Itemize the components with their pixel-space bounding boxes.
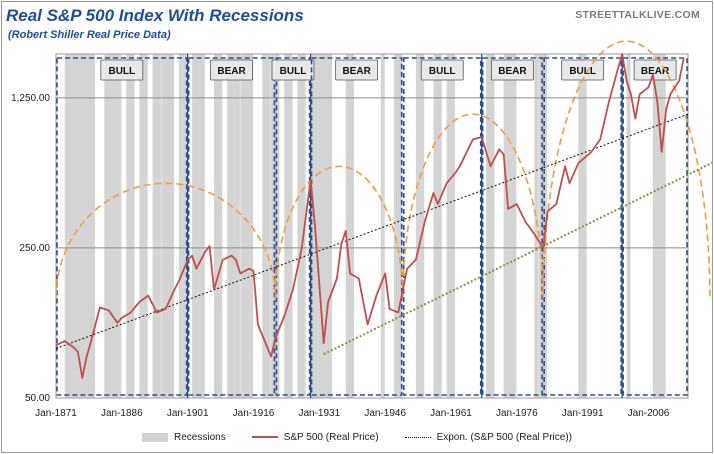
phase-box-1	[187, 57, 276, 396]
phase-box-2	[275, 57, 311, 396]
lower-trend-line	[323, 161, 712, 356]
recession-band-28	[652, 54, 666, 398]
price-swatch	[251, 436, 278, 438]
trend-swatch	[404, 436, 431, 438]
phase-box-3	[310, 57, 403, 396]
recession-band-14	[297, 54, 306, 398]
recession-band-6	[178, 54, 188, 398]
x-tick-label-1: Jan-1886	[101, 408, 143, 419]
legend-label-recessions: Recessions	[174, 431, 226, 443]
recession-band-13	[284, 54, 293, 398]
phase-box-4	[402, 57, 482, 396]
x-tick-label-0: Jan-1871	[35, 408, 77, 419]
legend-item-recessions: Recessions	[142, 432, 226, 443]
sp500-price-line	[55, 53, 685, 379]
legend: Recessions S&P 500 (Real Price) Expon. (…	[142, 430, 598, 444]
x-tick-label-8: Jan-1991	[562, 408, 604, 419]
recession-band-20	[433, 54, 442, 398]
recession-band-21	[446, 54, 455, 398]
recession-band-27	[626, 54, 631, 398]
x-tick-label-9: Jan-2006	[628, 408, 670, 419]
chart-title: Real S&P 500 Index With Recessions	[6, 6, 304, 25]
phase-label-box-1	[210, 59, 253, 81]
phase-box-6	[543, 57, 622, 396]
recession-band-24	[534, 54, 539, 398]
recession-band-17	[380, 54, 385, 398]
x-tick-label-7: Jan-1976	[496, 408, 538, 419]
legend-label-price: S&P 500 (Real Price)	[283, 431, 379, 443]
legend-item-price: S&P 500 (Real Price)	[251, 431, 379, 443]
legend-item-trend: Expon. (S&P 500 (Real Price))	[404, 431, 572, 443]
legend-label-trend: Expon. (S&P 500 (Real Price))	[436, 431, 572, 443]
exponential-trend-line	[55, 113, 689, 349]
recession-band-1	[104, 54, 122, 398]
x-tick-label-5: Jan-1946	[364, 408, 406, 419]
chart-subtitle: (Robert Shiller Real Price Data)	[8, 29, 171, 41]
phase-label-4: BULL	[429, 66, 456, 77]
phase-label-box-7	[633, 59, 677, 81]
cycle-arc-0	[56, 182, 277, 299]
recession-band-16	[345, 54, 355, 398]
phase-label-3: BEAR	[342, 66, 371, 77]
phase-box-5	[481, 57, 543, 396]
recession-swatch	[142, 432, 168, 442]
source-credit: STREETTALKLIVE.COM	[575, 9, 700, 21]
recession-band-22	[486, 54, 495, 398]
plot-background	[56, 54, 688, 398]
recession-band-4	[152, 54, 161, 398]
recession-band-8	[214, 54, 223, 398]
x-tick-label-3: Jan-1916	[233, 408, 275, 419]
phase-label-5: BEAR	[498, 66, 527, 77]
recession-band-5	[161, 54, 175, 398]
recession-band-2	[126, 54, 135, 398]
y-tick-label-1: 250.00	[19, 243, 50, 254]
recession-band-9	[227, 54, 240, 398]
cycle-arc-2	[401, 113, 544, 299]
phase-label-box-2	[271, 59, 315, 81]
recession-band-7	[192, 54, 205, 398]
x-tick-label-6: Jan-1961	[430, 408, 472, 419]
arc-group	[56, 41, 711, 299]
phase-label-box-5	[491, 59, 534, 81]
phase-label-2: BULL	[280, 66, 307, 77]
recession-band-23	[503, 54, 517, 398]
plot-border	[55, 53, 689, 399]
x-tick-label-4: Jan-1931	[298, 408, 340, 419]
phase-label-0: BULL	[108, 66, 135, 77]
x-tick-label-2: Jan-1901	[167, 408, 209, 419]
phase-box-0	[56, 57, 188, 396]
recession-band-15	[310, 54, 333, 398]
y-tick-label-2: 1,250.00	[11, 93, 50, 104]
recession-band-19	[415, 54, 425, 398]
phase-label-box-0	[100, 59, 144, 81]
phase-label-1: BEAR	[217, 66, 246, 77]
phase-label-6: BULL	[569, 66, 596, 77]
phase-label-7: BEAR	[641, 66, 670, 77]
y-tick-label-0: 50.00	[25, 393, 50, 404]
recession-band-3	[139, 54, 148, 398]
phase-label-box-4	[420, 59, 464, 81]
recession-band-12	[271, 54, 280, 398]
cycle-arc-1	[274, 165, 404, 299]
recession-band-18	[393, 54, 403, 398]
phase-box-7	[622, 57, 688, 396]
phase-label-box-3	[335, 59, 379, 81]
recession-band-11	[262, 54, 271, 398]
recession-band-10	[240, 54, 254, 398]
